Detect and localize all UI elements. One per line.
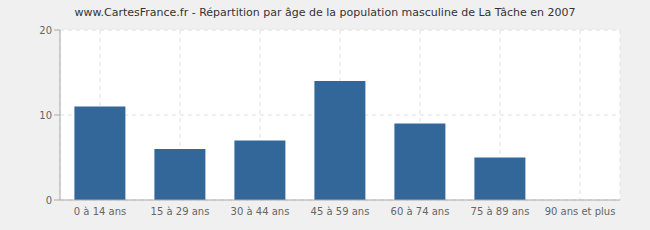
svg-text:60 à 74 ans: 60 à 74 ans [391, 206, 450, 217]
svg-text:15 à 29 ans: 15 à 29 ans [151, 206, 210, 217]
svg-text:0: 0 [46, 195, 52, 206]
svg-text:45 à 59 ans: 45 à 59 ans [311, 206, 370, 217]
svg-text:90 ans et plus: 90 ans et plus [545, 206, 616, 217]
svg-text:10: 10 [39, 110, 52, 121]
svg-text:30 à 44 ans: 30 à 44 ans [231, 206, 290, 217]
svg-text:0 à 14 ans: 0 à 14 ans [74, 206, 126, 217]
svg-text:75 à 89 ans: 75 à 89 ans [471, 206, 530, 217]
html-text:www.CartesFrance.fr - Répartit: www.CartesFrance.fr - Répartition par âg… [74, 6, 576, 19]
svg-text:20: 20 [39, 25, 52, 36]
